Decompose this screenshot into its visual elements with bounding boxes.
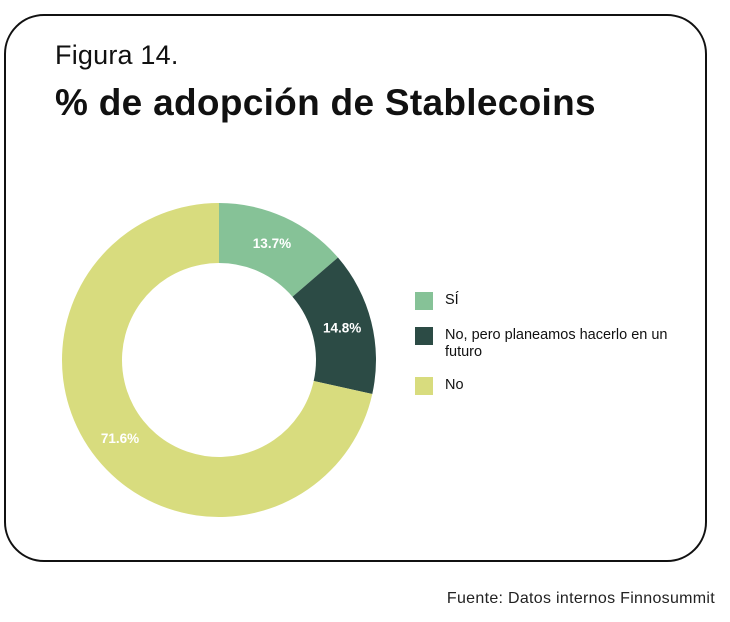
legend-label-si: SÍ bbox=[445, 292, 459, 308]
slice-no bbox=[62, 203, 373, 518]
slice-si bbox=[219, 203, 338, 297]
legend-label-no: No bbox=[445, 377, 464, 393]
slice-planeamos bbox=[292, 257, 376, 394]
legend-item-planeamos: No, pero planeamos hacerlo en un futuro bbox=[415, 327, 695, 361]
legend-item-no: No bbox=[415, 377, 695, 395]
legend-swatch-si bbox=[415, 292, 433, 310]
slice-label-si: 13.7% bbox=[253, 236, 291, 251]
legend-swatch-planeamos bbox=[415, 327, 433, 345]
slice-label-planeamos: 14.8% bbox=[323, 321, 361, 336]
figure-label: Figura 14. bbox=[55, 40, 179, 70]
source-note: Fuente: Datos internos Finnosummit bbox=[446, 590, 715, 607]
legend-item-si: SÍ bbox=[415, 292, 695, 310]
legend-swatch-no bbox=[415, 377, 433, 395]
slice-label-no: 71.6% bbox=[101, 431, 139, 446]
chart-title: % de adopción de Stablecoins bbox=[55, 82, 596, 123]
legend-label-planeamos: No, pero planeamos hacerlo en un futuro bbox=[445, 327, 668, 360]
